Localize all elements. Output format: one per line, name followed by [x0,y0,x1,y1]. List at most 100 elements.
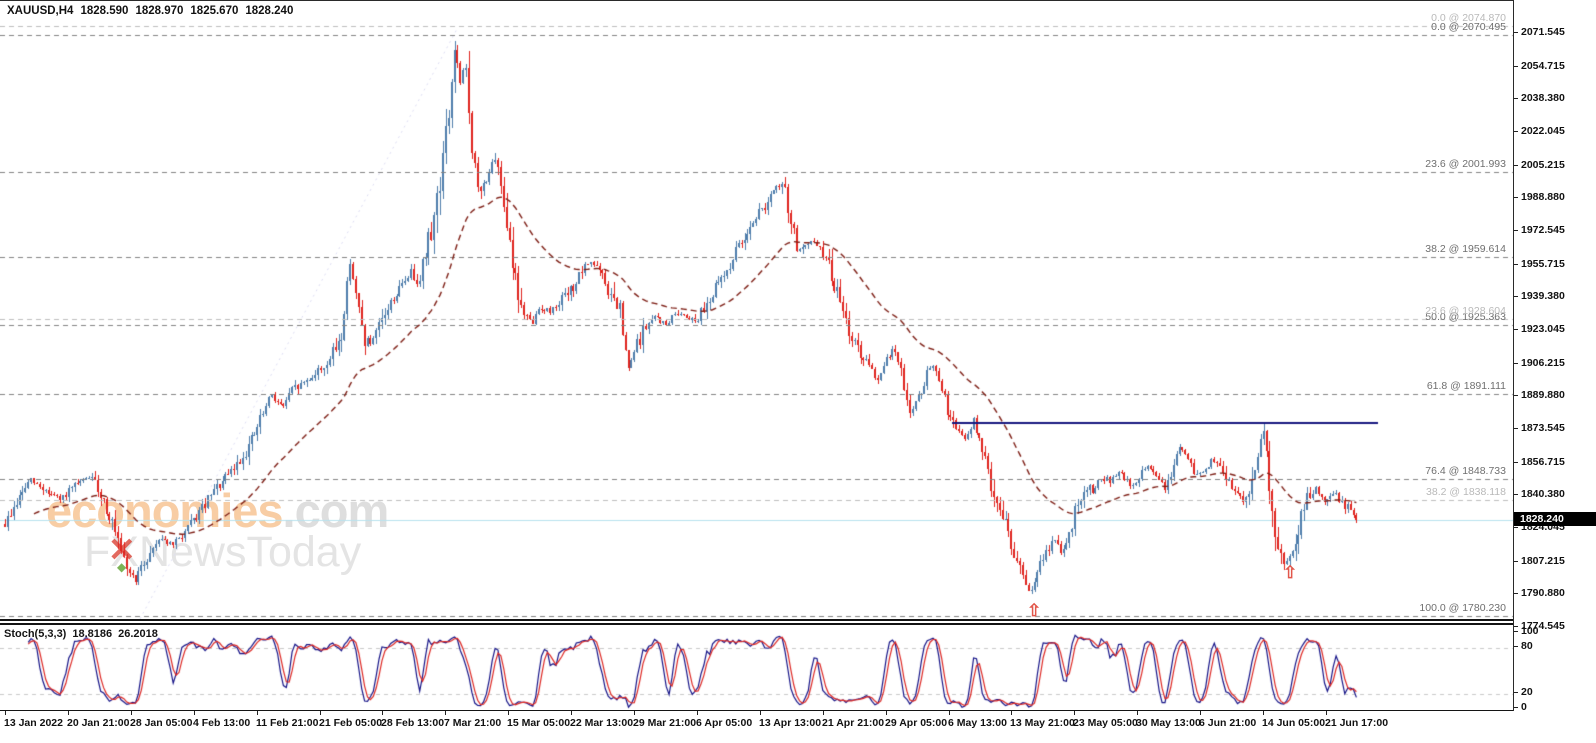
time-axis-label: 29 Mar 21:00 [633,717,697,729]
price-axis-tick [1514,494,1518,495]
price-axis-tick [1514,98,1518,99]
time-axis-label: 11 Feb 21:00 [256,717,319,729]
time-axis-tick [760,711,761,715]
price-axis-tick [1514,561,1518,562]
price-axis-label: 1807.215 [1521,555,1565,567]
time-axis-label: 15 Mar 05:00 [507,717,571,729]
stoch-axis-label: 100 [1521,625,1539,637]
symbol-timeframe: XAUUSD,H4 [7,5,74,17]
fib-level-label-primary-23.6: 23.6 @ 2001.993 [1425,158,1506,171]
price-axis-tick [1514,527,1518,528]
ohlc-low: 1825.670 [190,5,239,17]
time-axis-tick [131,711,132,715]
price-axis-label: 1856.715 [1521,456,1565,468]
price-axis-label: 1988.880 [1521,191,1565,203]
time-axis-label: 6 May 13:00 [948,717,1007,729]
price-axis-label: 1906.215 [1521,357,1565,369]
fib-level-label-primary-0.0: 0.0 @ 2070.495 [1431,21,1506,34]
time-axis-tick [1263,711,1264,715]
time-axis-label: 21 Apr 21:00 [822,717,885,729]
stochastic-canvas[interactable] [0,625,1513,710]
time-axis-label: 28 Feb 13:00 [381,717,445,729]
time-axis-tick [823,711,824,715]
stoch-name: Stoch(5,3,3) [4,628,67,640]
time-axis-label: 6 Jun 21:00 [1199,717,1257,729]
price-axis-tick [1514,131,1518,132]
time-axis[interactable]: 13 Jan 2022 20 Jan 21:00 28 Jan 05:00 4 Feb… [0,711,1596,743]
time-axis-tick [1326,711,1327,715]
ohlc-high: 1828.970 [135,5,184,17]
price-axis[interactable]: 1828.240 2071.545 2054.715 2038.380 2022.04… [1513,0,1596,713]
ohlc-open: 1828.590 [80,5,129,17]
stoch-axis-tick [1514,692,1518,693]
fib-level-label-primary-76.4: 76.4 @ 1848.733 [1425,464,1506,477]
time-axis-label: 20 Jan 21:00 [67,717,130,729]
up-arrow-signal-1-icon[interactable]: ⇧ [1027,601,1042,620]
price-axis-tick [1514,428,1518,429]
time-axis-tick [257,711,258,715]
price-axis-tick [1514,264,1518,265]
price-axis-tick [1514,66,1518,67]
price-axis-tick [1514,197,1518,198]
time-axis-tick [1137,711,1138,715]
fib-level-label-secondary-23.6: 23.6 @ 1928.604 [1425,304,1506,317]
price-axis-label: 1955.715 [1521,258,1565,270]
chart-title-ohlc: XAUUSD,H4 1828.590 1828.970 1825.670 1828.24… [7,5,300,17]
price-chart-canvas[interactable] [0,1,1513,619]
time-axis-label: 4 Feb 13:00 [193,717,251,729]
time-axis-tick [1011,711,1012,715]
time-axis-label: 21 Jun 17:00 [1325,717,1389,729]
price-axis-label: 1972.545 [1521,224,1565,236]
time-axis-tick [320,711,321,715]
fib-level-label-primary-38.2: 38.2 @ 1959.614 [1425,242,1506,255]
time-axis-label: 13 Apr 13:00 [759,717,822,729]
price-axis-label: 2005.215 [1521,159,1565,171]
time-axis-label: 23 May 05:00 [1073,717,1138,729]
time-axis-label: 28 Jan 05:00 [130,717,193,729]
time-axis-tick [5,711,6,715]
time-axis-tick [697,711,698,715]
price-axis-label: 1774.545 [1521,620,1565,632]
time-axis-tick [1200,711,1201,715]
stochastic-indicator-label: Stoch(5,3,3) 18.8186 26.2018 [4,628,164,640]
time-axis-tick [571,711,572,715]
fib-level-label-secondary-38.2: 38.2 @ 1838.118 [1426,485,1506,498]
stoch-axis-label: 20 [1521,686,1533,698]
stoch-axis-label: 0 [1521,701,1527,713]
up-arrow-signal-2-icon[interactable]: ⇧ [1283,563,1298,582]
price-axis-tick [1514,363,1518,364]
time-axis-label: 21 Feb 05:00 [319,717,383,729]
time-axis-tick [634,711,635,715]
time-axis-tick [68,711,69,715]
ohlc-close: 1828.240 [245,5,294,17]
time-axis-label: 30 May 13:00 [1136,717,1201,729]
price-axis-tick [1514,593,1518,594]
stoch-k-value: 18.8186 [72,628,113,640]
price-axis-label: 2022.045 [1521,125,1565,137]
price-axis-tick [1514,462,1518,463]
time-axis-label: 13 Jan 2022 [4,717,63,729]
price-axis-label: 1889.880 [1521,389,1565,401]
stoch-d-value: 26.2018 [118,628,158,640]
price-axis-label: 1840.380 [1521,488,1565,500]
time-axis-tick [194,711,195,715]
price-axis-label: 1939.380 [1521,290,1565,302]
time-axis-label: 29 Apr 05:00 [885,717,948,729]
time-axis-tick [445,711,446,715]
time-axis-tick [886,711,887,715]
price-axis-tick [1514,32,1518,33]
time-axis-tick [508,711,509,715]
price-axis-label: 2071.545 [1521,26,1565,38]
stoch-axis-tick [1514,646,1518,647]
price-axis-tick [1514,296,1518,297]
price-axis-label: 1790.880 [1521,587,1565,599]
price-axis-label: 1923.045 [1521,323,1565,335]
price-axis-label: 2054.715 [1521,60,1565,72]
time-axis-label: 22 Mar 13:00 [570,717,634,729]
price-axis-label: 1873.545 [1521,422,1565,434]
time-axis-label: 7 Mar 21:00 [444,717,502,729]
fib-level-label-primary-61.8: 61.8 @ 1891.111 [1426,379,1506,392]
time-axis-label: 14 Jun 05:00 [1262,717,1326,729]
fib-level-label-primary-50.0: 50.0 @ 1925.363 [1425,311,1506,324]
